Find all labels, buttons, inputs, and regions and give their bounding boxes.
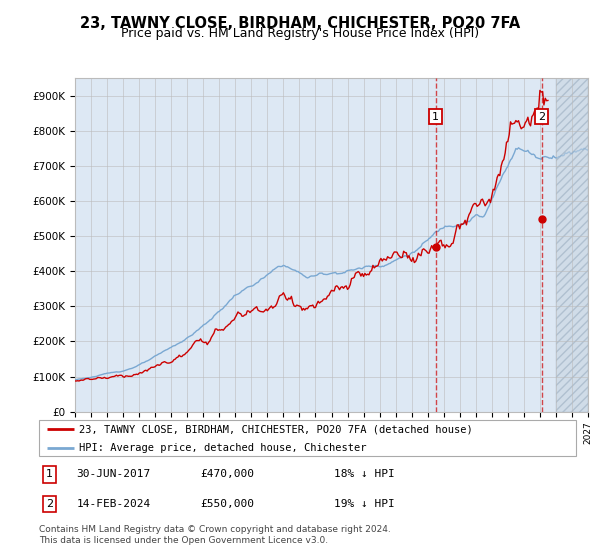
Text: HPI: Average price, detached house, Chichester: HPI: Average price, detached house, Chic… xyxy=(79,442,367,452)
Text: £470,000: £470,000 xyxy=(200,469,254,479)
Text: 1: 1 xyxy=(46,469,53,479)
Text: 2: 2 xyxy=(538,111,545,122)
Text: 1: 1 xyxy=(432,111,439,122)
Text: 30-JUN-2017: 30-JUN-2017 xyxy=(77,469,151,479)
Text: Price paid vs. HM Land Registry's House Price Index (HPI): Price paid vs. HM Land Registry's House … xyxy=(121,27,479,40)
Text: 23, TAWNY CLOSE, BIRDHAM, CHICHESTER, PO20 7FA (detached house): 23, TAWNY CLOSE, BIRDHAM, CHICHESTER, PO… xyxy=(79,424,473,435)
Text: Contains HM Land Registry data © Crown copyright and database right 2024.
This d: Contains HM Land Registry data © Crown c… xyxy=(39,525,391,545)
Text: 18% ↓ HPI: 18% ↓ HPI xyxy=(334,469,395,479)
Text: £550,000: £550,000 xyxy=(200,499,254,509)
FancyBboxPatch shape xyxy=(39,420,576,456)
Text: 19% ↓ HPI: 19% ↓ HPI xyxy=(334,499,395,509)
Text: 2: 2 xyxy=(46,499,53,509)
Text: 23, TAWNY CLOSE, BIRDHAM, CHICHESTER, PO20 7FA: 23, TAWNY CLOSE, BIRDHAM, CHICHESTER, PO… xyxy=(80,16,520,31)
Text: 14-FEB-2024: 14-FEB-2024 xyxy=(77,499,151,509)
